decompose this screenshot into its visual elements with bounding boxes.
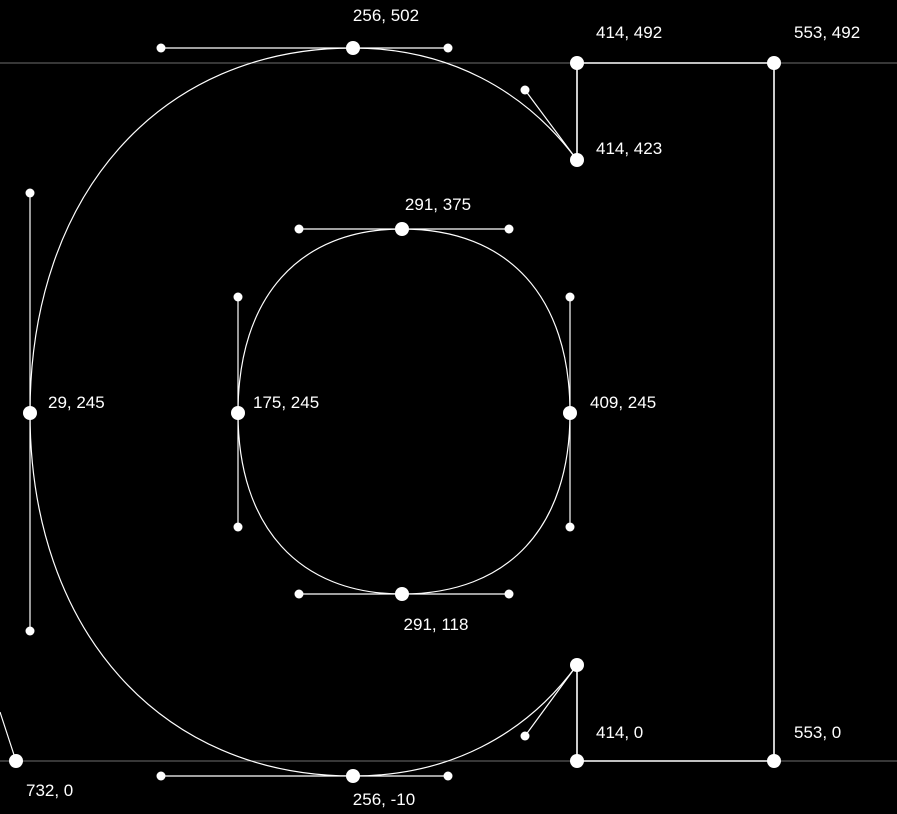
outer-contour [29, 47, 578, 777]
node-inner-right[interactable] [563, 406, 577, 420]
handle-point[interactable] [294, 224, 304, 234]
label-terminal-top: 414, 423 [596, 139, 662, 158]
label-inner-left: 175, 245 [253, 393, 319, 412]
handle-point[interactable] [520, 85, 530, 95]
node-outer-left[interactable] [23, 406, 37, 420]
handle-point[interactable] [25, 188, 35, 198]
node-top-right[interactable] [570, 56, 584, 70]
node-inner-top[interactable] [395, 222, 409, 236]
label-top-outer: 256, 502 [353, 6, 419, 25]
handle-point[interactable] [520, 731, 530, 741]
label-baseline-right: 414, 0 [596, 723, 643, 742]
on-curve-nodes [9, 41, 781, 783]
handle-points [25, 43, 575, 781]
label-outer-left: 29, 245 [48, 393, 105, 412]
node-top-outer[interactable] [346, 41, 360, 55]
handle-point[interactable] [565, 522, 575, 532]
handle-point[interactable] [443, 771, 453, 781]
handle-point[interactable] [504, 224, 514, 234]
label-top-right: 414, 492 [596, 23, 662, 42]
handle-point[interactable] [443, 43, 453, 53]
handle-point[interactable] [294, 589, 304, 599]
label-far-right-top: 553, 492 [794, 23, 860, 42]
handle-point[interactable] [504, 589, 514, 599]
node-far-right-bottom[interactable] [767, 754, 781, 768]
stem-contour [576, 62, 775, 762]
handle-point[interactable] [233, 522, 243, 532]
label-inner-right: 409, 245 [590, 393, 656, 412]
coordinate-labels: 256, 502 414, 492 553, 492 414, 423 291,… [26, 6, 860, 809]
label-far-right-bottom: 553, 0 [794, 723, 841, 742]
node-terminal-bottom[interactable] [570, 658, 584, 672]
node-far-right-top[interactable] [767, 56, 781, 70]
node-prev-glyph[interactable] [9, 754, 23, 768]
handle-point[interactable] [565, 292, 575, 302]
label-inner-bottom: 291, 118 [404, 615, 469, 634]
node-bottom-outer[interactable] [346, 769, 360, 783]
previous-glyph-fragment [0, 711, 17, 762]
handle-point[interactable] [156, 771, 166, 781]
node-inner-bottom[interactable] [395, 587, 409, 601]
label-bottom-outer: 256, -10 [353, 790, 415, 809]
handle-point[interactable] [233, 292, 243, 302]
handle-point[interactable] [156, 43, 166, 53]
handle-point[interactable] [25, 626, 35, 636]
label-inner-top: 291, 375 [405, 195, 471, 214]
node-baseline-right[interactable] [570, 754, 584, 768]
node-terminal-top[interactable] [570, 153, 584, 167]
node-inner-left[interactable] [231, 406, 245, 420]
label-prev-glyph: 732, 0 [26, 781, 73, 800]
